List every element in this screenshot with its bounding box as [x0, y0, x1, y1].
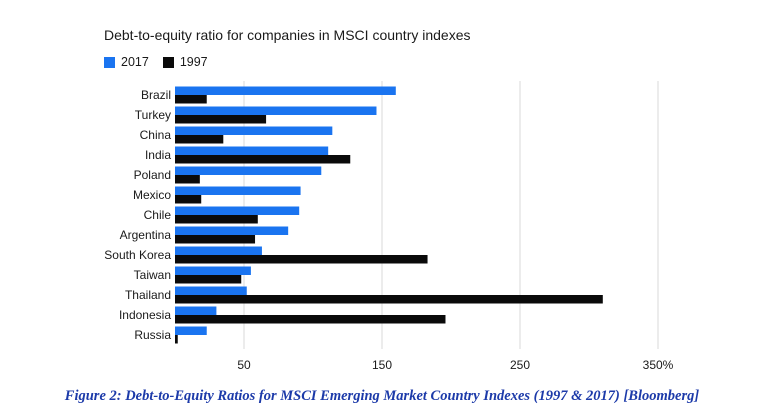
bar-chart-plot: Brazil Turkey China India Poland Mexico Chile A… [104, 81, 674, 372]
bar-1997-mexico [175, 195, 202, 204]
x-tick-label: 50 [237, 358, 251, 372]
figure-caption: Figure 2: Debt-to-Equity Ratios for MSCI… [64, 388, 700, 404]
bar-2017-indonesia [175, 306, 217, 315]
bar-1997-turkey [175, 115, 267, 124]
legend-label-1997: 1997 [179, 55, 208, 69]
bar-1997-india [175, 155, 351, 164]
x-tick-label: 150 [372, 358, 392, 372]
chart-title: Debt-to-equity ratio for companies in MS… [104, 27, 471, 43]
category-label: Taiwan [134, 268, 171, 282]
legend-swatch-1997 [162, 56, 174, 68]
bar-2017-chile [175, 206, 300, 215]
bar-2017-taiwan [175, 266, 251, 275]
bar-1997-poland [175, 175, 200, 184]
bar-2017-mexico [175, 186, 301, 195]
bar-2017-india [175, 146, 329, 155]
legend: 2017 1997 [104, 55, 222, 69]
bar-1997-argentina [175, 235, 256, 244]
legend-label-2017: 2017 [121, 55, 149, 69]
category-label: India [145, 148, 171, 162]
bar-1997-russia [175, 335, 178, 344]
bar-2017-argentina [175, 226, 289, 235]
bar-1997-brazil [175, 95, 207, 104]
bar-1997-chile [175, 215, 258, 224]
category-label: Russia [134, 328, 171, 342]
x-tick-label: 350% [643, 358, 674, 372]
legend-item-2017: 2017 [104, 55, 149, 69]
bar-2017-china [175, 126, 333, 135]
bar-2017-thailand [175, 286, 247, 295]
category-label: Argentina [120, 228, 172, 242]
category-label: China [140, 128, 172, 142]
legend-swatch-2017 [104, 56, 115, 68]
category-label: Turkey [135, 108, 171, 122]
category-label: Indonesia [119, 308, 171, 322]
bar-1997-china [175, 135, 224, 144]
x-tick-label: 250 [510, 358, 530, 372]
category-label: South Korea [104, 248, 171, 262]
bar-1997-taiwan [175, 275, 242, 284]
category-label: Mexico [133, 188, 171, 202]
legend-item-1997: 1997 [162, 55, 208, 69]
bar-1997-indonesia [175, 315, 446, 324]
bar-2017-brazil [175, 86, 396, 95]
bar-2017-russia [175, 326, 207, 335]
category-label: Chile [144, 208, 172, 222]
bar-2017-south-korea [175, 246, 262, 255]
bar-1997-south-korea [175, 255, 428, 264]
category-label: Thailand [125, 288, 171, 302]
category-label: Brazil [141, 88, 171, 102]
category-label: Poland [134, 168, 171, 182]
bar-2017-turkey [175, 106, 377, 115]
bar-2017-poland [175, 166, 322, 175]
bar-1997-thailand [175, 295, 603, 304]
